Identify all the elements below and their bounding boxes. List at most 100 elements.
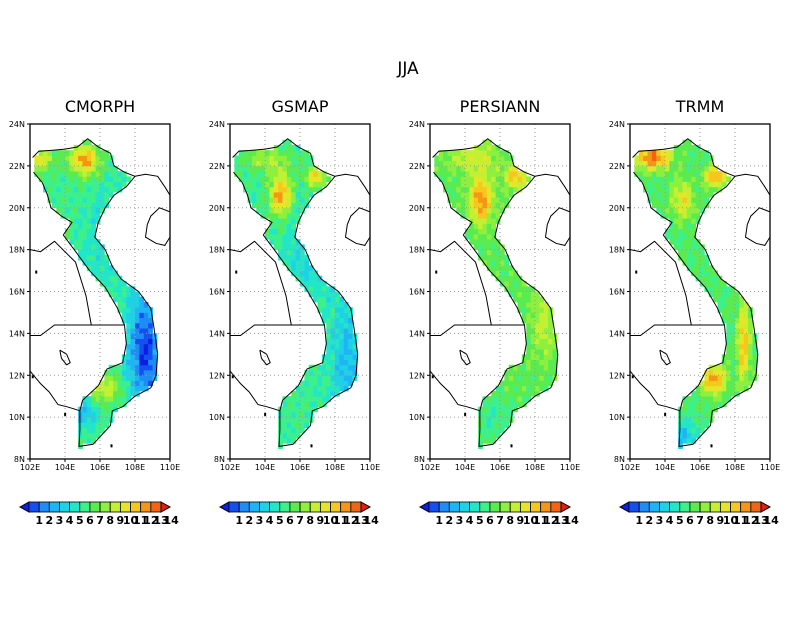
precip-cell	[126, 390, 132, 397]
precip-cell	[91, 223, 97, 230]
precip-cell	[148, 349, 153, 355]
precip-cell	[460, 165, 466, 172]
precip-cell	[735, 307, 740, 313]
precip-cell	[486, 181, 492, 188]
precip-cell	[495, 432, 501, 439]
precip-cell	[508, 291, 514, 298]
precip-cell	[317, 291, 323, 298]
precip-cell	[643, 176, 648, 182]
precip-cell	[291, 176, 297, 182]
island	[664, 412, 667, 416]
precip-cell	[91, 181, 97, 188]
precip-cell	[69, 186, 75, 193]
precip-cell	[500, 270, 505, 277]
colorbar-box	[238, 501, 250, 513]
precip-cell	[126, 396, 132, 402]
precip-cell	[139, 370, 145, 376]
precip-cell	[148, 375, 153, 381]
precip-cell	[473, 192, 479, 198]
precip-cell	[295, 150, 301, 156]
coastline	[534, 173, 571, 196]
precip-cell	[300, 270, 305, 277]
precip-cell	[721, 281, 727, 287]
precip-cell	[739, 301, 745, 308]
precip-cell	[295, 202, 301, 209]
colorbar-box	[709, 501, 721, 513]
precip-cell	[691, 181, 697, 188]
precip-field	[34, 139, 158, 449]
precip-cell	[91, 150, 97, 156]
precip-cell	[104, 150, 110, 156]
lon-tick-label: 110E	[160, 463, 180, 472]
precip-cell	[95, 155, 101, 162]
precip-cell	[673, 218, 679, 224]
precip-cell	[82, 218, 88, 224]
precip-cell	[552, 338, 558, 345]
colorbar-label: 6	[286, 514, 294, 527]
precip-cell	[739, 375, 745, 381]
precip-cell	[730, 385, 736, 392]
precip-cell	[704, 281, 710, 287]
precip-cell	[726, 375, 732, 381]
colorbar-box	[669, 501, 681, 513]
precip-cell	[508, 375, 514, 381]
precip-cell	[700, 417, 705, 423]
precip-cell	[691, 197, 697, 203]
precip-cell	[495, 181, 501, 188]
precip-cell	[730, 301, 736, 308]
lat-tick-label: 12N	[209, 371, 225, 380]
precip-cell	[126, 322, 132, 329]
precip-cell	[78, 249, 83, 256]
precip-cell	[330, 370, 336, 376]
coastline	[432, 138, 536, 177]
colorbar-box	[330, 501, 342, 513]
precip-cell	[691, 186, 697, 193]
precip-cell	[530, 312, 536, 319]
precip-cell	[478, 202, 483, 209]
coastline	[659, 349, 671, 366]
precip-cell	[451, 165, 457, 172]
precip-cell	[104, 396, 110, 402]
precip-cell	[526, 328, 532, 334]
precip-cell	[695, 239, 701, 245]
precip-cell	[695, 212, 701, 219]
precip-cell	[300, 390, 305, 397]
precip-cell	[460, 181, 466, 188]
precip-cell	[495, 265, 501, 271]
lat-tick-label: 22N	[9, 162, 25, 171]
precip-cell	[126, 338, 132, 345]
lat-tick-label: 22N	[609, 162, 625, 171]
precip-cell	[678, 155, 683, 162]
precip-cell	[678, 422, 683, 428]
precip-cell	[95, 411, 101, 418]
precip-cell	[686, 401, 692, 408]
precip-cell	[243, 155, 248, 162]
precip-cell	[473, 197, 479, 203]
grid-lines	[30, 124, 170, 459]
precip-cell	[465, 228, 470, 235]
colorbar-label: 14	[563, 514, 579, 527]
precip-cell	[78, 197, 83, 203]
precip-cell	[113, 281, 118, 287]
precip-cell	[282, 218, 288, 224]
precip-cell	[51, 197, 57, 203]
coastline	[429, 370, 481, 412]
precip-cell	[243, 160, 248, 167]
precip-cell	[686, 212, 692, 219]
precip-cell	[282, 422, 288, 428]
precip-cell	[695, 160, 701, 167]
precip-cell	[343, 307, 349, 313]
precip-cell	[121, 364, 127, 371]
precip-cell	[695, 406, 701, 413]
precip-cell	[548, 343, 553, 350]
precip-cell	[73, 160, 79, 167]
precip-cell	[708, 385, 714, 392]
precip-cell	[256, 202, 262, 209]
colorbar-label: 7	[296, 514, 304, 527]
precip-cell	[269, 186, 275, 193]
precip-cell	[465, 186, 470, 193]
precip-cell	[682, 171, 688, 177]
precip-cell	[38, 160, 44, 167]
precip-cell	[548, 312, 553, 319]
colorbar-box	[540, 501, 552, 513]
